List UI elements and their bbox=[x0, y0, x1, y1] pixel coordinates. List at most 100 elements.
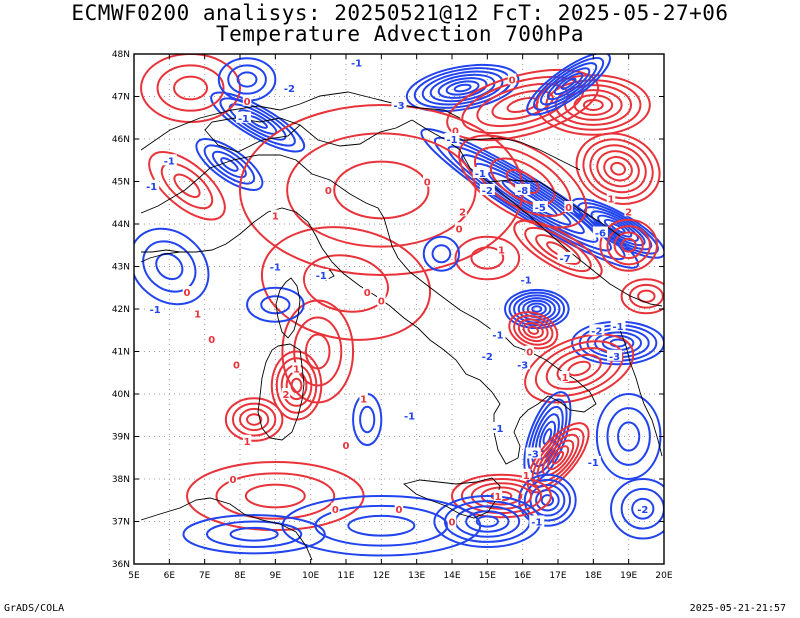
tunisia-coastline bbox=[140, 497, 313, 561]
negative-contour bbox=[359, 405, 376, 434]
contour-label-bg bbox=[324, 184, 333, 195]
positive-contour bbox=[246, 413, 263, 426]
contour-label-bg bbox=[592, 226, 608, 238]
chart-title: ECMWF0200 analisys: 20250521@12 FcT: 202… bbox=[71, 1, 729, 25]
negative-contour bbox=[533, 57, 605, 111]
contour-label-bg bbox=[207, 332, 216, 344]
negative-contour bbox=[246, 286, 305, 323]
negative-contour bbox=[236, 71, 258, 88]
negative-contour bbox=[155, 252, 184, 281]
positive-contour bbox=[589, 144, 647, 194]
lon-label: 11E bbox=[337, 571, 354, 581]
positive-contour bbox=[224, 397, 284, 442]
contour-label: 2 bbox=[459, 207, 466, 218]
bosnia-border bbox=[487, 179, 621, 237]
lon-label: 17E bbox=[549, 571, 566, 581]
contour-label-bg bbox=[624, 205, 633, 217]
contour-label-bg bbox=[525, 345, 534, 357]
lat-label: 42N bbox=[112, 305, 130, 315]
contour-label: 0 bbox=[229, 475, 236, 486]
contour-label: 0 bbox=[364, 288, 371, 299]
contour-label-bg bbox=[362, 286, 372, 297]
lat-label: 44N bbox=[112, 220, 130, 230]
contour-label-bg bbox=[458, 205, 467, 217]
contour-label: 1 bbox=[244, 437, 251, 448]
contour-label: -3 bbox=[528, 450, 539, 461]
contour-label-bg bbox=[589, 324, 605, 336]
contour-label-bg bbox=[161, 154, 177, 166]
contour-label-bg bbox=[479, 349, 495, 361]
contour-label-bg bbox=[610, 320, 626, 331]
contour-label: 1 bbox=[494, 492, 501, 503]
contour-label: 2 bbox=[625, 207, 632, 218]
contour-label: -6 bbox=[595, 229, 606, 240]
contour-label: -2 bbox=[482, 352, 493, 363]
negative-contour bbox=[142, 240, 197, 293]
contour-label-bg bbox=[228, 473, 238, 484]
contour-label-bg bbox=[232, 358, 241, 370]
contour-label-bg bbox=[193, 307, 202, 319]
positive-contour bbox=[531, 428, 585, 488]
contour-label-bg bbox=[525, 447, 541, 459]
contour-label: 0 bbox=[378, 297, 385, 308]
contour-label-bg bbox=[242, 434, 252, 446]
lon-label: 14E bbox=[443, 571, 460, 581]
negative-contour bbox=[631, 497, 655, 520]
contour-label: 0 bbox=[452, 127, 459, 138]
software-credit: GrADS/COLA bbox=[4, 603, 65, 614]
negative-contour bbox=[597, 214, 639, 242]
contour-label-bg bbox=[521, 468, 531, 480]
contour-label: 1 bbox=[523, 471, 530, 482]
positive-contour bbox=[567, 360, 592, 377]
contour-label-bg bbox=[529, 515, 545, 527]
contour-label: -1 bbox=[146, 182, 157, 193]
contour-label-bg bbox=[341, 439, 351, 450]
contour-label: 1 bbox=[293, 365, 300, 376]
contour-label: 0 bbox=[526, 348, 533, 359]
negative-contour bbox=[595, 393, 662, 480]
contour-label: -1 bbox=[238, 114, 249, 125]
negative-contour bbox=[546, 67, 591, 101]
contour-label-bg bbox=[518, 273, 534, 285]
greece-coastline bbox=[643, 403, 663, 457]
contour-label: 0 bbox=[332, 505, 339, 516]
lon-label: 13E bbox=[408, 571, 425, 581]
lon-label: 18E bbox=[585, 571, 602, 581]
contour-label: -1 bbox=[446, 135, 457, 146]
contour-label: 0 bbox=[396, 505, 403, 516]
contour-label-bg bbox=[182, 286, 192, 297]
negative-contour bbox=[203, 144, 256, 185]
render-timestamp: 2025-05-21-21:57 bbox=[689, 603, 786, 614]
positive-contour bbox=[333, 160, 430, 220]
contour-label: 0 bbox=[208, 335, 215, 346]
lon-label: 8E bbox=[234, 571, 246, 581]
contour-label-bg bbox=[281, 388, 291, 399]
positive-contour bbox=[160, 162, 214, 210]
chart-subtitle: Temperature Advection 700hPa bbox=[215, 22, 584, 46]
positive-contour bbox=[513, 219, 603, 280]
contour-label: 1 bbox=[272, 212, 279, 223]
axis-tick-labels: 5E 6E 7E 8E 9E 10E 11E 12E 13E 14E 15E 16E 17E 18E 19E… bbox=[112, 50, 673, 581]
contour-label-bg bbox=[585, 456, 601, 467]
sardinia-coastline bbox=[257, 343, 305, 441]
contour-label: -1 bbox=[316, 271, 327, 282]
contour-label-bg bbox=[444, 133, 460, 144]
contour-label: 0 bbox=[565, 203, 572, 214]
lat-label: 43N bbox=[112, 263, 130, 273]
positive-contour bbox=[454, 235, 521, 281]
positive-contour bbox=[451, 473, 552, 519]
contour-label: 0 bbox=[449, 518, 456, 529]
contour-label-bg bbox=[236, 111, 252, 123]
italy-coastline bbox=[140, 154, 597, 465]
positive-contour bbox=[286, 132, 477, 248]
positive-contour bbox=[260, 226, 432, 341]
negative-contour bbox=[206, 520, 303, 548]
contour-label-bg bbox=[564, 201, 573, 212]
negative-contour bbox=[219, 97, 296, 147]
positive-contour bbox=[304, 333, 331, 370]
albania-coastline bbox=[619, 329, 645, 405]
negative-contour bbox=[523, 478, 572, 522]
corsica-coastline bbox=[275, 277, 301, 339]
positive-contour bbox=[603, 156, 633, 182]
